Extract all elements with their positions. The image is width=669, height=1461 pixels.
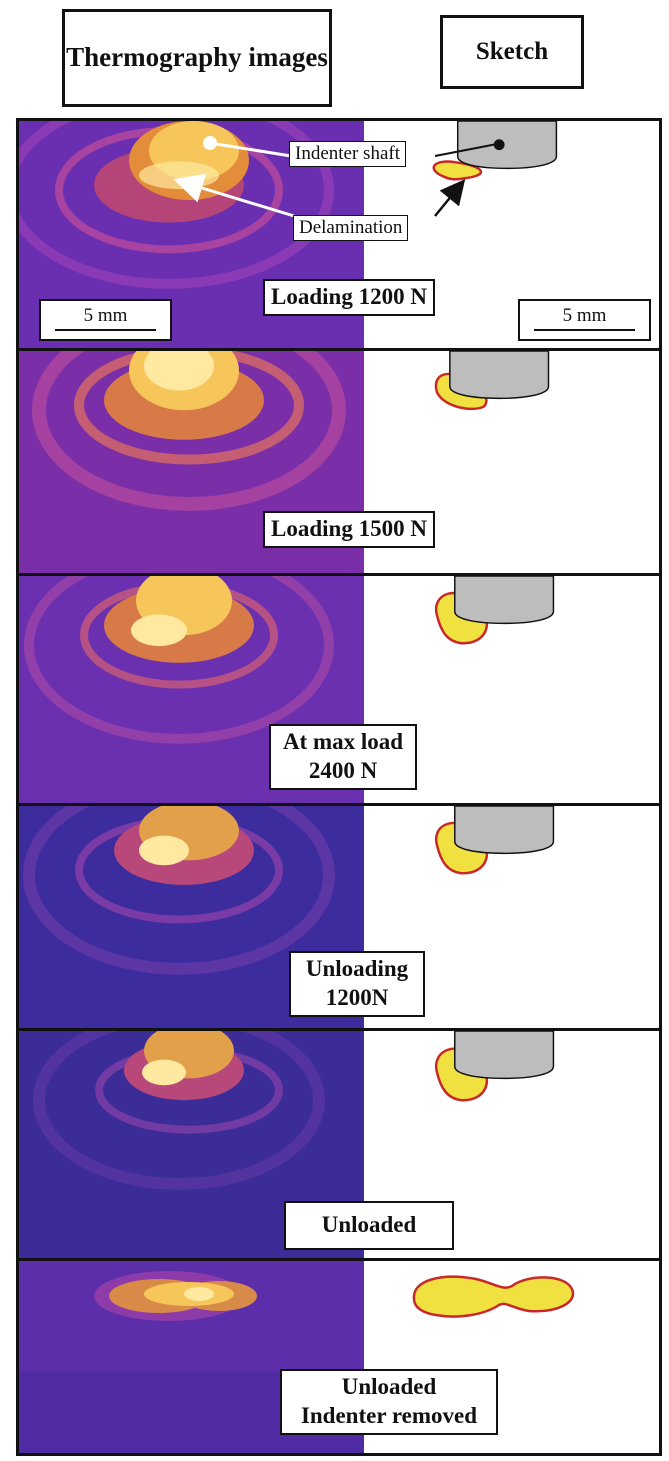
- panel-unloading-1200: Unloading 1200N: [19, 806, 659, 1031]
- thermography-image: [19, 1031, 364, 1258]
- sketch-panel: [364, 1261, 659, 1453]
- panel-loading-1200: Indenter shaft Delamination Loading 1200…: [19, 121, 659, 351]
- scale-bar-left: 5 mm: [39, 299, 172, 341]
- panel-label: Unloaded: [284, 1201, 454, 1250]
- figure-grid: Indenter shaft Delamination Loading 1200…: [16, 118, 662, 1456]
- panel-label: Unloaded Indenter removed: [280, 1369, 498, 1435]
- panel-label: Loading 1200 N: [263, 279, 435, 316]
- panel-unloaded: Unloaded: [19, 1031, 659, 1261]
- sketch-header: Sketch: [440, 15, 584, 89]
- panel-label: Unloading 1200N: [289, 951, 425, 1017]
- panel-label: Loading 1500 N: [263, 511, 435, 548]
- delamination-callout: Delamination: [293, 215, 409, 241]
- panel-loading-1500: Loading 1500 N: [19, 351, 659, 576]
- panel-indenter-removed: Unloaded Indenter removed: [19, 1261, 659, 1453]
- thermography-images-header: Thermography images: [62, 9, 332, 107]
- indenter-shaft-callout: Indenter shaft: [289, 141, 406, 167]
- scale-bar-right: 5 mm: [518, 299, 651, 341]
- panel-label: At max load 2400 N: [269, 724, 417, 790]
- panel-max-load: At max load 2400 N: [19, 576, 659, 806]
